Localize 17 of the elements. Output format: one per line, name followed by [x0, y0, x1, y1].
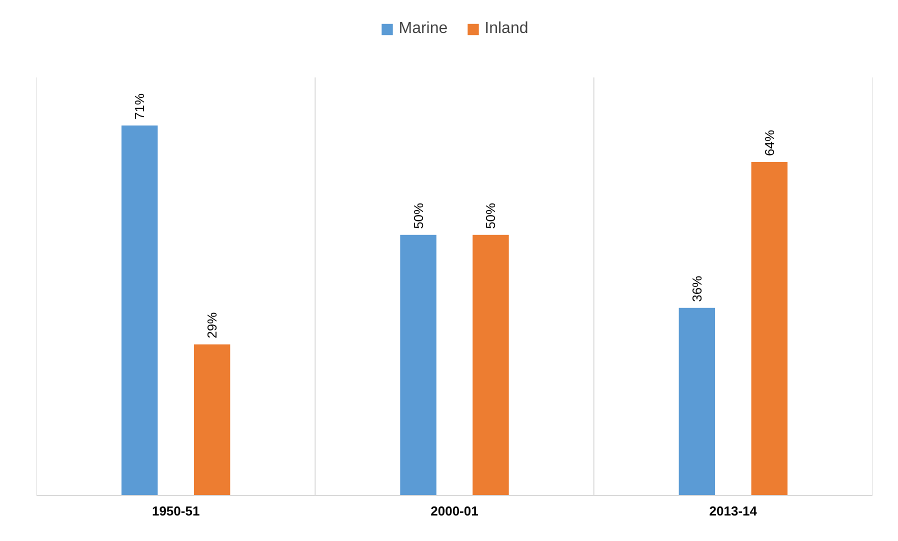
bar: [678, 308, 716, 496]
bar: [121, 125, 158, 496]
data-label: 29%: [204, 312, 220, 338]
bar: [751, 162, 788, 496]
x-tick-label: 1950-51: [152, 504, 200, 518]
data-label: 50%: [410, 202, 426, 229]
x-tick-label: 2000-01: [430, 504, 478, 518]
data-label: 71%: [132, 93, 148, 120]
bar: [472, 234, 509, 496]
legend-label: Marine: [398, 20, 448, 38]
x-tick-label: 2013-14: [709, 504, 758, 518]
legend-label: Inland: [484, 20, 528, 38]
data-label: 64%: [762, 130, 777, 156]
data-label: 36%: [689, 275, 704, 302]
bar: [400, 234, 436, 496]
bar: [194, 344, 230, 496]
data-label: 50%: [483, 202, 498, 229]
